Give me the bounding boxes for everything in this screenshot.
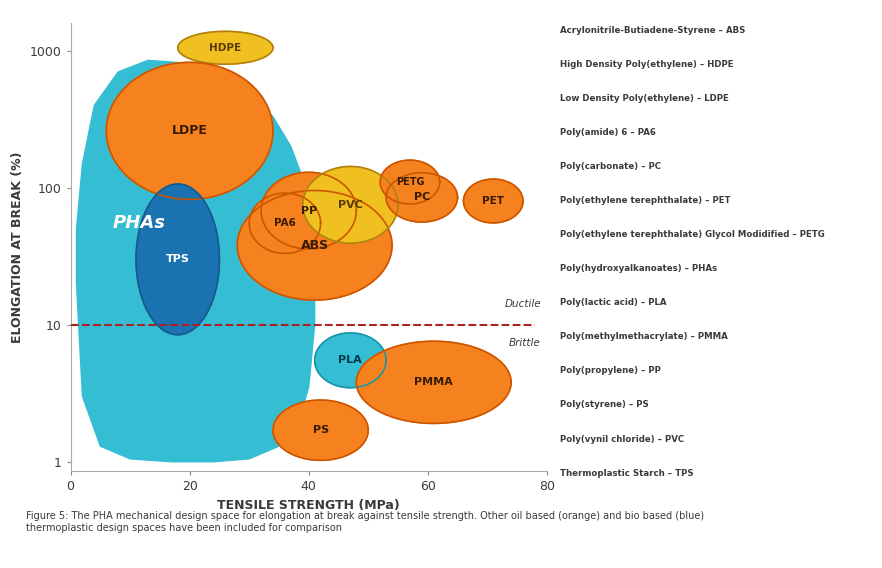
Polygon shape [315, 333, 386, 388]
Polygon shape [237, 190, 392, 300]
Text: Brittle: Brittle [509, 338, 541, 348]
Text: Thermoplastic Starch – TPS: Thermoplastic Starch – TPS [560, 469, 694, 478]
Polygon shape [178, 31, 273, 64]
Text: Poly(amide) 6 – PA6: Poly(amide) 6 – PA6 [560, 128, 656, 137]
Text: PS: PS [312, 425, 329, 435]
Y-axis label: ELONGATION AT BREAK (%): ELONGATION AT BREAK (%) [11, 151, 24, 343]
Text: PET: PET [482, 196, 505, 206]
Text: Poly(methylmethacrylate) – PMMA: Poly(methylmethacrylate) – PMMA [560, 332, 728, 341]
Text: Poly(propylene) – PP: Poly(propylene) – PP [560, 366, 661, 375]
Text: PETG: PETG [396, 177, 424, 187]
Text: Figure 5: The PHA mechanical design space for elongation at break against tensil: Figure 5: The PHA mechanical design spac… [26, 511, 705, 533]
Polygon shape [356, 341, 512, 423]
Text: TPS: TPS [166, 254, 190, 264]
Text: Poly(hydroxyalkanoates) – PHAs: Poly(hydroxyalkanoates) – PHAs [560, 264, 717, 273]
Text: Acrylonitrile-Butiadene-Styrene – ABS: Acrylonitrile-Butiadene-Styrene – ABS [560, 26, 745, 35]
Text: Poly(ethylene terephthalate) – PET: Poly(ethylene terephthalate) – PET [560, 196, 730, 205]
Polygon shape [250, 193, 321, 253]
Text: Poly(vynil chloride) – PVC: Poly(vynil chloride) – PVC [560, 435, 684, 444]
Text: PA6: PA6 [274, 218, 295, 228]
Text: PHAs: PHAs [112, 214, 165, 232]
Polygon shape [136, 184, 220, 335]
Text: PC: PC [414, 193, 430, 202]
Text: High Density Poly(ethylene) – HDPE: High Density Poly(ethylene) – HDPE [560, 60, 734, 69]
Polygon shape [261, 172, 356, 249]
Polygon shape [107, 62, 273, 199]
Text: Poly(carbonate) – PC: Poly(carbonate) – PC [560, 162, 662, 171]
Text: Ductile: Ductile [505, 299, 541, 309]
Polygon shape [77, 60, 315, 462]
Text: ABS: ABS [301, 239, 329, 252]
X-axis label: TENSILE STRENGTH (MPa): TENSILE STRENGTH (MPa) [217, 499, 400, 512]
Polygon shape [380, 160, 440, 204]
Text: PP: PP [301, 206, 317, 216]
Polygon shape [303, 166, 398, 243]
Polygon shape [386, 173, 458, 222]
Polygon shape [273, 400, 369, 460]
Text: LDPE: LDPE [172, 124, 207, 137]
Polygon shape [464, 179, 523, 223]
Text: Low Density Poly(ethylene) – LDPE: Low Density Poly(ethylene) – LDPE [560, 94, 729, 103]
Text: Poly(ethylene terephthalate) Glycol Modidified – PETG: Poly(ethylene terephthalate) Glycol Modi… [560, 230, 825, 239]
Text: PMMA: PMMA [415, 377, 453, 387]
Text: Poly(styrene) – PS: Poly(styrene) – PS [560, 400, 649, 410]
Text: Poly(lactic acid) – PLA: Poly(lactic acid) – PLA [560, 298, 667, 307]
Text: PLA: PLA [339, 356, 363, 365]
Text: HDPE: HDPE [209, 43, 242, 53]
Text: PVC: PVC [338, 200, 363, 210]
